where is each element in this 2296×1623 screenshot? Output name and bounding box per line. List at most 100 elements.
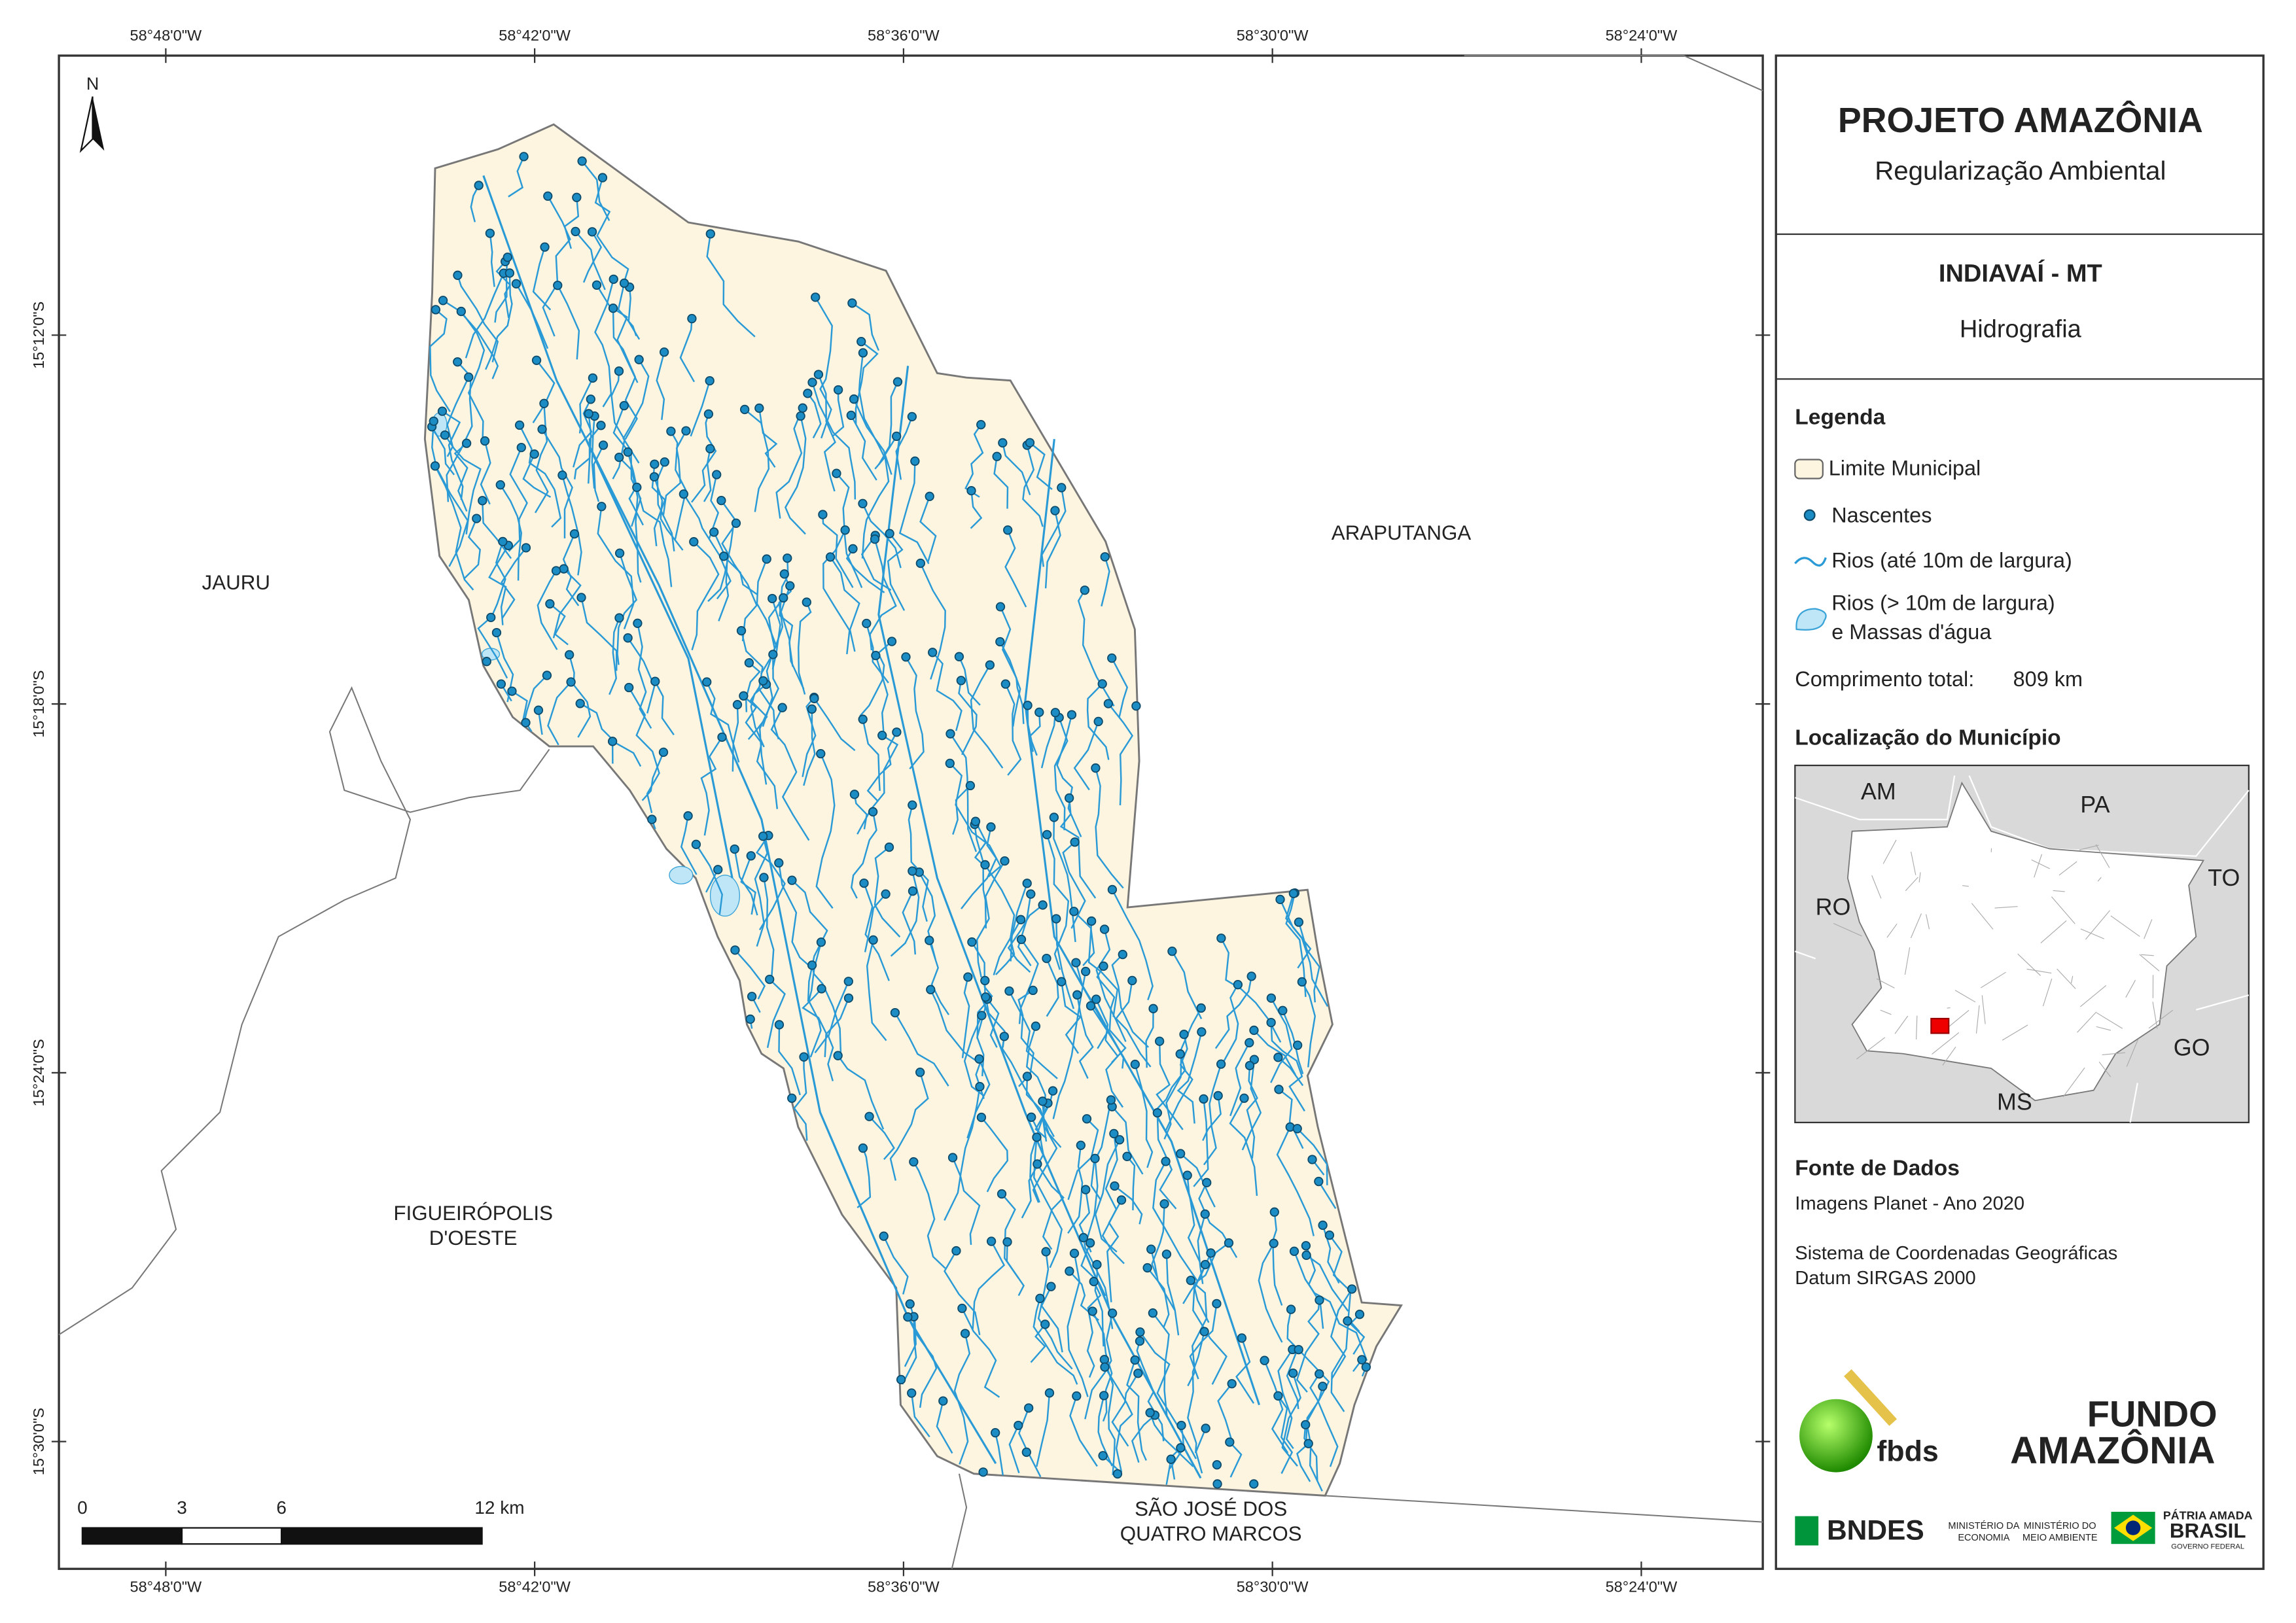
spring xyxy=(811,292,821,302)
river xyxy=(1193,1098,1209,1187)
spring xyxy=(908,866,917,876)
spring xyxy=(1260,1355,1269,1365)
spring xyxy=(658,747,669,758)
spring xyxy=(907,411,917,422)
spring xyxy=(816,937,826,947)
spring xyxy=(908,886,918,896)
spring xyxy=(966,485,976,496)
spring xyxy=(705,229,715,239)
spring xyxy=(461,438,472,448)
spring xyxy=(840,525,850,535)
river xyxy=(597,506,635,629)
river xyxy=(908,805,929,922)
river xyxy=(1217,1383,1233,1439)
spring xyxy=(1031,1021,1041,1031)
river xyxy=(1186,1175,1201,1262)
spring xyxy=(1038,900,1048,910)
spring xyxy=(614,613,624,623)
legend-label: e Massas d'água xyxy=(1831,620,1992,644)
river xyxy=(477,616,508,679)
flag-globe xyxy=(2125,1520,2141,1535)
spring xyxy=(956,676,966,686)
spring xyxy=(491,627,502,638)
state-label: PA xyxy=(2080,792,2110,818)
spring xyxy=(783,553,792,563)
river xyxy=(656,461,675,551)
spring xyxy=(1103,699,1114,708)
spring xyxy=(758,676,768,686)
river xyxy=(1187,1280,1208,1387)
river xyxy=(547,681,572,746)
legend-limit xyxy=(1794,459,1824,480)
river xyxy=(627,637,656,714)
spring xyxy=(557,470,567,480)
inset-line xyxy=(2034,854,2043,878)
river xyxy=(754,836,768,947)
river xyxy=(1150,1249,1176,1311)
river xyxy=(1094,1265,1104,1347)
spring xyxy=(1040,1319,1050,1329)
river xyxy=(855,341,879,425)
river xyxy=(1296,1128,1328,1185)
river xyxy=(591,415,595,489)
river xyxy=(832,389,845,438)
river xyxy=(1146,1267,1170,1328)
river xyxy=(750,684,767,748)
river xyxy=(1301,981,1316,1068)
spring xyxy=(864,1111,874,1121)
river xyxy=(1202,1095,1222,1142)
river xyxy=(1073,721,1099,791)
spring xyxy=(1200,1209,1210,1219)
spring xyxy=(1035,1293,1045,1303)
spring xyxy=(586,394,595,404)
spring xyxy=(1176,1149,1186,1159)
river xyxy=(1096,966,1127,1064)
river xyxy=(756,835,786,931)
river xyxy=(488,545,509,625)
river xyxy=(963,1015,985,1097)
spring xyxy=(960,1329,970,1338)
spring xyxy=(1249,1025,1259,1036)
inset-line xyxy=(2070,975,2074,984)
river xyxy=(763,877,775,979)
river xyxy=(1149,1412,1194,1467)
river xyxy=(1076,994,1094,1079)
river xyxy=(1006,1242,1025,1297)
spring xyxy=(1297,977,1307,987)
spring xyxy=(963,972,973,982)
river xyxy=(798,602,812,695)
river xyxy=(508,156,525,198)
river xyxy=(836,472,863,588)
spring xyxy=(807,704,817,714)
spring xyxy=(1155,1036,1165,1046)
spring xyxy=(879,1231,889,1241)
spring xyxy=(472,514,482,523)
spring xyxy=(732,700,743,710)
spring xyxy=(1266,1017,1276,1028)
river xyxy=(485,273,513,370)
spring xyxy=(480,436,490,446)
spring xyxy=(1076,1140,1086,1150)
spring xyxy=(774,1020,785,1030)
river xyxy=(866,939,887,1041)
river xyxy=(913,1161,946,1269)
spring xyxy=(818,510,828,519)
spring xyxy=(1224,1238,1234,1248)
spring xyxy=(1027,1112,1036,1122)
spring xyxy=(542,671,552,680)
spring xyxy=(519,152,529,162)
spring xyxy=(1275,894,1285,905)
river xyxy=(511,690,528,722)
spring xyxy=(881,889,891,899)
river xyxy=(898,461,930,565)
river xyxy=(541,428,573,539)
river xyxy=(610,371,626,480)
river xyxy=(1002,442,1031,496)
spring xyxy=(531,355,542,365)
spring xyxy=(802,597,811,607)
spring xyxy=(825,552,836,562)
inset-line xyxy=(1833,923,1862,937)
bottom-coord-label: 58°24'0"W xyxy=(1606,1579,1678,1596)
